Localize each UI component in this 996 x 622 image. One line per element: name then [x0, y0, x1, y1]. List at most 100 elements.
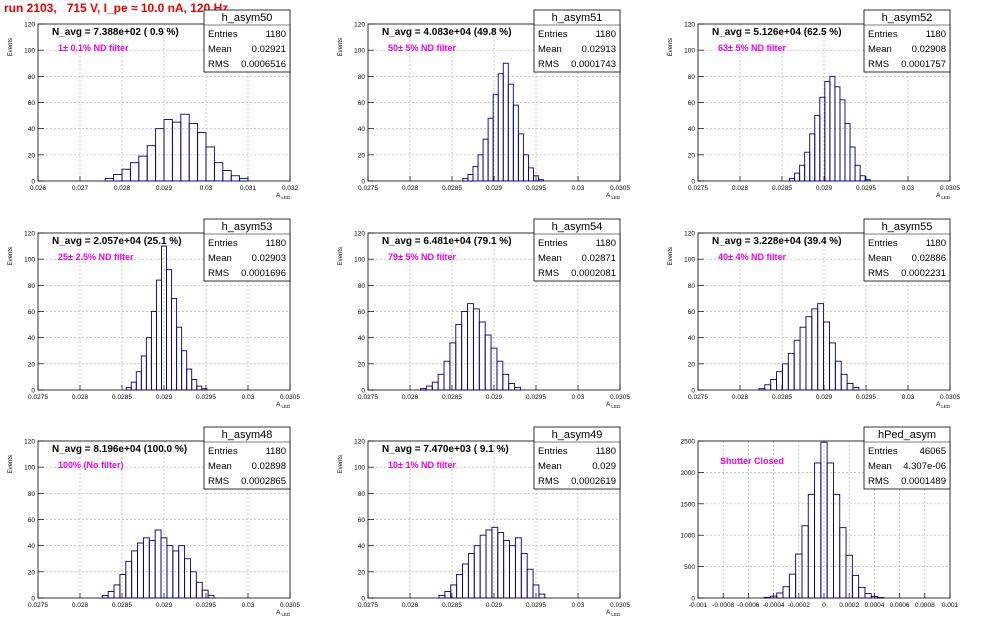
- histogram-bin: [824, 81, 831, 182]
- y-axis-label: Events: [8, 455, 14, 473]
- stats-value: 4.307e-06: [903, 461, 946, 472]
- y-tick-label: 20: [358, 361, 366, 368]
- n-avg-label: N_avg = 5.126e+04 (62.5 %): [712, 27, 842, 38]
- stats-key: Entries: [538, 446, 568, 457]
- x-tick-label: 0.0295: [856, 185, 876, 192]
- x-tick-label: 0.0295: [856, 394, 876, 401]
- y-tick-label: 20: [688, 152, 696, 159]
- stats-value: 0.0006516: [241, 59, 286, 70]
- histogram-bin: [130, 381, 137, 391]
- histogram-bin: [487, 117, 494, 182]
- y-tick-label: 40: [28, 126, 36, 133]
- y-axis-label: Events: [668, 38, 674, 56]
- histogram-bin: [140, 355, 147, 391]
- y-tick-label: 80: [688, 74, 696, 81]
- histogram-bin: [823, 321, 830, 391]
- filter-label: 100% (No filter): [58, 460, 124, 470]
- histogram-bin: [213, 162, 224, 182]
- stats-key: RMS: [208, 476, 229, 487]
- y-tick-label: 0: [691, 388, 695, 395]
- stats-value: 1180: [596, 238, 616, 249]
- histogram-bin: [166, 269, 173, 391]
- y-tick-label: 0: [361, 596, 365, 603]
- histogram-bin: [455, 324, 463, 391]
- stats-key: RMS: [868, 476, 889, 487]
- x-tick-label: 0.03: [200, 185, 213, 192]
- filter-label: Shutter Closed: [720, 456, 784, 466]
- x-tick-label: 0.03: [902, 394, 915, 401]
- histogram-name: h_asym51: [552, 12, 603, 24]
- histogram-bin: [491, 526, 499, 599]
- histogram-bin: [527, 167, 534, 182]
- x-axis-label: ALED: [276, 609, 291, 617]
- stats-value: 0.0002865: [241, 476, 286, 487]
- x-axis-label: ALED: [606, 192, 621, 200]
- histogram-bin: [801, 525, 809, 599]
- x-tick-label: 0.0006: [890, 602, 910, 609]
- histogram-bin: [839, 527, 847, 599]
- histogram-bin: [497, 532, 505, 599]
- histogram-bin: [826, 462, 834, 599]
- histogram-bin: [443, 360, 451, 391]
- histogram-bin: [795, 553, 803, 599]
- x-tick-label: 0.0305: [610, 602, 630, 609]
- stats-value: 0.02908: [912, 44, 946, 55]
- n-avg-label: N_avg = 2.057e+04 (25.1 %): [52, 236, 182, 247]
- histogram-bin: [799, 326, 807, 391]
- stats-value: 0.02898: [252, 461, 286, 472]
- histogram-bin: [839, 99, 846, 182]
- y-tick-label: 0: [31, 596, 35, 603]
- histogram-bin: [833, 493, 841, 599]
- x-tick-label: 0.028: [402, 185, 419, 192]
- x-tick-label: 0.0285: [772, 394, 792, 401]
- stats-key: Entries: [538, 238, 568, 249]
- stats-key: RMS: [208, 59, 229, 70]
- histogram-bin: [782, 586, 790, 599]
- histogram-bin: [770, 379, 777, 391]
- histogram-bin: [877, 597, 885, 599]
- x-tick-label: 0.029: [156, 394, 173, 401]
- histogram-name: h_asym49: [552, 429, 603, 441]
- stats-box: [533, 218, 621, 282]
- histogram-bin: [814, 462, 822, 599]
- histogram-bin: [477, 154, 484, 182]
- stats-key: Entries: [868, 29, 898, 40]
- x-tick-label: 0.028: [72, 602, 89, 609]
- stats-key: RMS: [538, 268, 559, 279]
- histogram-bin: [230, 175, 241, 182]
- histogram-bin: [794, 172, 801, 182]
- histogram-bin: [522, 154, 529, 182]
- stats-value: 0.0002231: [901, 268, 946, 279]
- stats-key: Entries: [208, 29, 238, 40]
- histogram-bin: [101, 594, 109, 599]
- x-tick-label: 0.028: [732, 394, 749, 401]
- histogram-bin: [467, 303, 474, 391]
- histogram-bin: [844, 122, 851, 182]
- y-tick-label: 60: [28, 309, 36, 316]
- stats-box: [533, 9, 621, 73]
- stats-value: 0.0002619: [571, 476, 616, 487]
- histogram-bin: [201, 589, 209, 599]
- stats-key: Mean: [868, 461, 892, 472]
- histogram-bin: [148, 539, 156, 599]
- x-tick-label: 0.0285: [112, 394, 132, 401]
- stats-key: Entries: [208, 446, 238, 457]
- filter-label: 63± 5% ND filter: [718, 43, 786, 53]
- n-avg-label: N_avg = 6.481e+04 (79.1 %): [382, 236, 512, 247]
- histogram-bin: [799, 164, 806, 182]
- histogram-bin: [171, 297, 178, 391]
- histogram-bin: [450, 584, 458, 599]
- x-tick-label: 0.0305: [280, 394, 300, 401]
- filter-label: 10± 1% ND filter: [388, 460, 456, 470]
- stats-key: Entries: [868, 446, 898, 457]
- y-tick-label: 100: [684, 48, 695, 55]
- y-tick-label: 120: [354, 231, 365, 238]
- y-tick-label: 60: [688, 309, 696, 316]
- histogram-bin: [121, 168, 131, 182]
- histogram-bin: [533, 175, 539, 182]
- histogram-bin: [104, 177, 115, 182]
- y-tick-label: 80: [688, 283, 696, 290]
- x-axis-label: ALED: [606, 609, 621, 617]
- histogram-bin: [858, 586, 866, 599]
- x-tick-label: 0.0305: [610, 394, 630, 401]
